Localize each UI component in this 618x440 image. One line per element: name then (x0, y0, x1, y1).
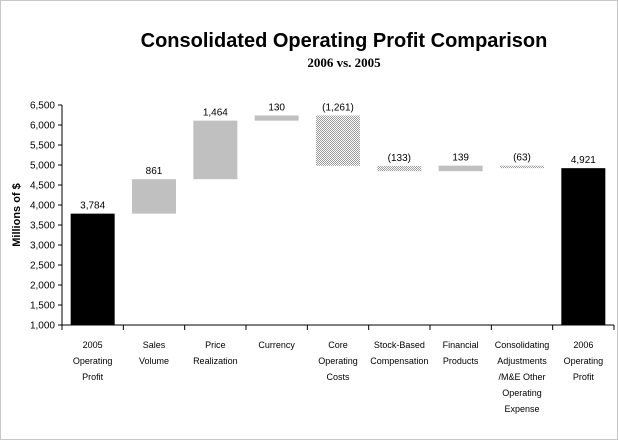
x-tick-label: Operating (502, 388, 542, 398)
y-tick-label: 4,000 (30, 201, 55, 212)
x-tick-label: Realization (193, 356, 238, 366)
data-label: 4,921 (571, 155, 596, 166)
bar-increase (254, 115, 299, 121)
y-tick-label: 6,500 (30, 101, 55, 112)
data-label: 139 (452, 153, 469, 164)
y-tick-label: 2,500 (30, 261, 55, 272)
y-tick-label: 1,500 (30, 301, 55, 312)
chart-subtitle: 2006 vs. 2005 (307, 55, 381, 70)
x-tick-label: 2006 (573, 340, 593, 350)
bar-decrease (377, 165, 422, 172)
x-tick-label: Compensation (370, 356, 428, 366)
data-label: 130 (268, 102, 285, 113)
y-tick-label: 1,000 (30, 321, 55, 332)
y-tick-label: 4,500 (30, 181, 55, 192)
y-tick-label: 3,000 (30, 241, 55, 252)
y-tick-label: 3,500 (30, 221, 55, 232)
y-axis-label: Millions of $ (11, 183, 23, 247)
y-tick-label: 5,500 (30, 141, 55, 152)
x-tick-label: Sales (143, 340, 166, 350)
bar-increase (438, 165, 483, 172)
x-tick-label: Operating (73, 356, 113, 366)
x-tick-label: 2005 (83, 340, 103, 350)
x-tick-label: Profit (82, 372, 104, 382)
x-tick-label: Consolidating (495, 340, 550, 350)
y-tick-label: 5,000 (30, 161, 55, 172)
data-label: 1,464 (203, 108, 228, 119)
y-tick-label: 6,000 (30, 121, 55, 132)
data-label: (1,261) (322, 102, 354, 113)
x-tick-label: Operating (318, 356, 358, 366)
bar-total (70, 213, 115, 325)
y-tick-label: 2,000 (30, 281, 55, 292)
data-label: (133) (388, 153, 411, 164)
x-tick-label: /M&E Other (498, 372, 545, 382)
data-label: 861 (146, 166, 163, 177)
x-tick-label: Price (205, 340, 226, 350)
bar-total (561, 168, 606, 325)
bar-decrease (316, 115, 360, 166)
bar-decrease (500, 165, 544, 169)
x-tick-label: Expense (504, 404, 539, 414)
x-tick-label: Currency (258, 340, 295, 350)
bar-increase (132, 179, 176, 214)
x-tick-label: Profit (573, 372, 595, 382)
x-tick-label: Costs (326, 372, 350, 382)
x-tick-label: Financial (443, 340, 479, 350)
x-tick-label: Operating (564, 356, 604, 366)
x-tick-label: Stock-Based (374, 340, 425, 350)
x-tick-label: Volume (139, 356, 169, 366)
chart-title: Consolidated Operating Profit Comparison (140, 30, 548, 52)
x-tick-label: Products (443, 356, 479, 366)
x-tick-label: Core (328, 340, 348, 350)
data-label: 3,784 (80, 201, 105, 212)
bar-increase (193, 120, 238, 180)
data-label: (63) (513, 153, 531, 164)
x-tick-label: Adjustments (497, 356, 547, 366)
